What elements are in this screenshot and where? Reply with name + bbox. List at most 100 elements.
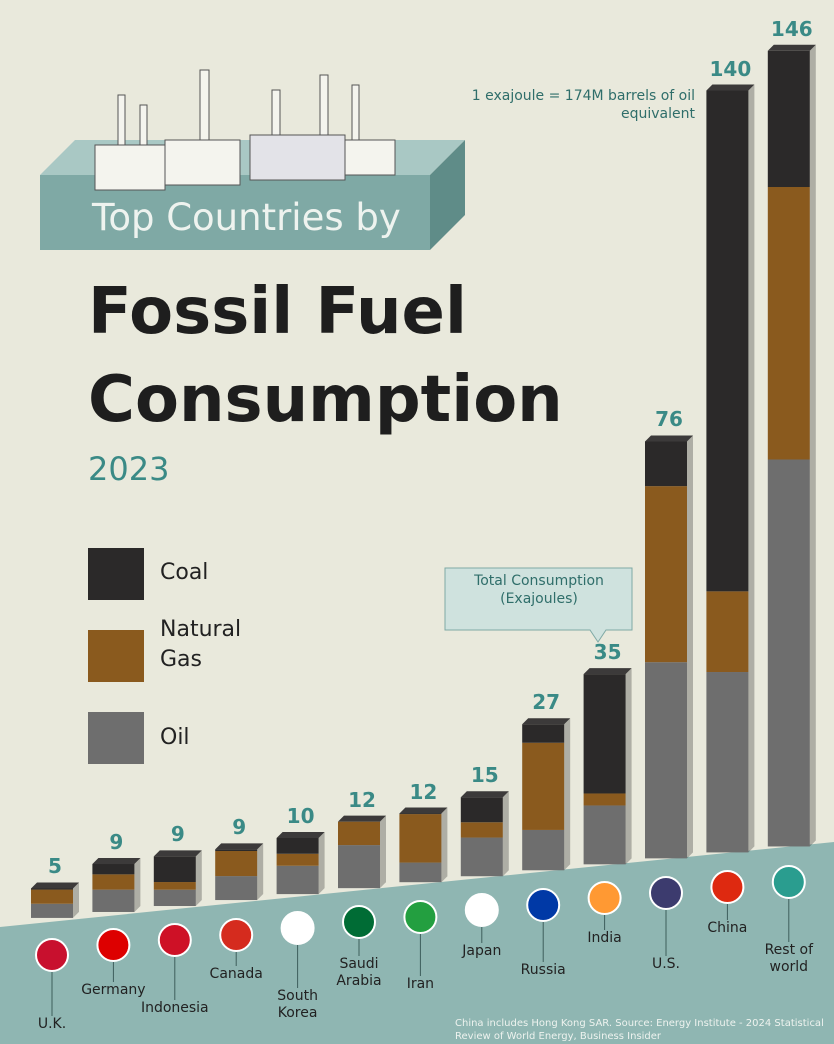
bar-side [257, 843, 264, 901]
legend-icon [88, 548, 144, 600]
bar-segment [92, 864, 135, 875]
chart-title: Fossil Fuel Consumption [88, 275, 563, 437]
flag [403, 900, 438, 934]
bar-segment [522, 829, 565, 871]
total-label: 9 [170, 822, 185, 847]
legend-icon [88, 712, 144, 764]
bar-top [215, 843, 264, 850]
flag [342, 905, 376, 939]
flag [587, 881, 622, 915]
bar-side [564, 718, 571, 871]
bar-side [687, 435, 693, 859]
bar-top [583, 668, 632, 675]
x-tick-label: U.S. [651, 956, 681, 972]
bar-top [338, 815, 386, 822]
bar-segment [583, 674, 626, 794]
bar-segment [215, 851, 258, 877]
x-tick-label: Canada [209, 966, 263, 982]
x-tick-label: Russia [520, 962, 566, 978]
bar-top [645, 435, 693, 442]
x-tick-label: South Korea [277, 988, 318, 1021]
ground [0, 842, 834, 1044]
callout: Total Consumption (Exajoules) [474, 573, 604, 607]
total-label: 140 [709, 56, 752, 81]
bar-segment [767, 50, 810, 188]
x-tick-label: Iran [406, 976, 435, 992]
bar-segment [767, 187, 810, 460]
x-tick-label: Rest of world [764, 942, 814, 975]
bar-top [153, 850, 202, 857]
bar-segment [460, 822, 503, 838]
bar-side [318, 831, 325, 895]
title-box [40, 175, 430, 250]
bar-top [460, 791, 509, 798]
bar-segment [460, 837, 503, 877]
bar-segment [31, 888, 73, 890]
bar-segment [399, 862, 442, 883]
bar-segment [276, 865, 319, 895]
flag [157, 923, 192, 957]
bar-side [809, 44, 816, 847]
bar-side [195, 850, 202, 907]
total-label: 27 [532, 690, 561, 715]
bar-top [31, 882, 79, 889]
bar-top [276, 831, 325, 838]
flag [710, 870, 745, 904]
bar-segment [583, 805, 626, 865]
bar-segment [153, 856, 196, 883]
bar-top [706, 84, 755, 91]
bar-top [522, 718, 571, 725]
legend-label: Oil [160, 725, 190, 750]
bar-segment [215, 876, 258, 901]
bar-top [399, 807, 448, 814]
flag [96, 928, 131, 962]
bar-segment [31, 903, 73, 918]
source: China includes Hong Kong SAR. Source: En… [455, 1018, 824, 1042]
bar-segment [522, 742, 565, 830]
bar-top [767, 44, 816, 51]
legend-label: Coal [160, 560, 209, 585]
bar-segment [645, 486, 687, 663]
x-tick-label: Indonesia [140, 1000, 209, 1016]
bar-segment [706, 591, 749, 673]
total-label: 12 [348, 787, 376, 812]
flag [219, 918, 254, 952]
bar-segment [767, 459, 810, 847]
bar-segment [522, 724, 565, 743]
bar-side [441, 807, 448, 883]
flag [526, 888, 561, 922]
bar-segment [583, 793, 626, 806]
bar-segment [153, 889, 196, 907]
x-tick-label: Germany [81, 982, 146, 998]
bar-side [625, 668, 632, 865]
factory [94, 69, 396, 191]
x-tick-label: Saudi Arabia [336, 956, 382, 989]
bar-segment [92, 889, 135, 912]
annotation: 1 exajoule = 174M barrels of oil equival… [471, 88, 695, 122]
legend-label: Natural Gas [160, 617, 242, 672]
flag [649, 876, 683, 910]
bar-side [380, 815, 386, 889]
bar-side [73, 882, 79, 918]
bar-segment [706, 90, 749, 592]
x-tick-label: U.K. [37, 1016, 67, 1032]
bar-segment [645, 662, 687, 859]
legend-icon [88, 630, 144, 682]
total-label: 146 [770, 16, 813, 41]
bar-segment [399, 814, 442, 863]
supertitle: Top Countries by [92, 196, 401, 239]
x-tick-label: Japan [462, 943, 502, 959]
bar-segment [645, 441, 687, 487]
x-tick-label: India [587, 930, 622, 946]
bar-side [134, 858, 141, 912]
title-box-side [430, 140, 465, 250]
bar-side [502, 791, 509, 877]
subtitle: 2023 [88, 450, 170, 488]
bar-segment [276, 837, 319, 854]
flag [771, 865, 806, 899]
total-label: 9 [232, 815, 247, 840]
bar-segment [399, 813, 442, 815]
bar-segment [215, 849, 258, 852]
